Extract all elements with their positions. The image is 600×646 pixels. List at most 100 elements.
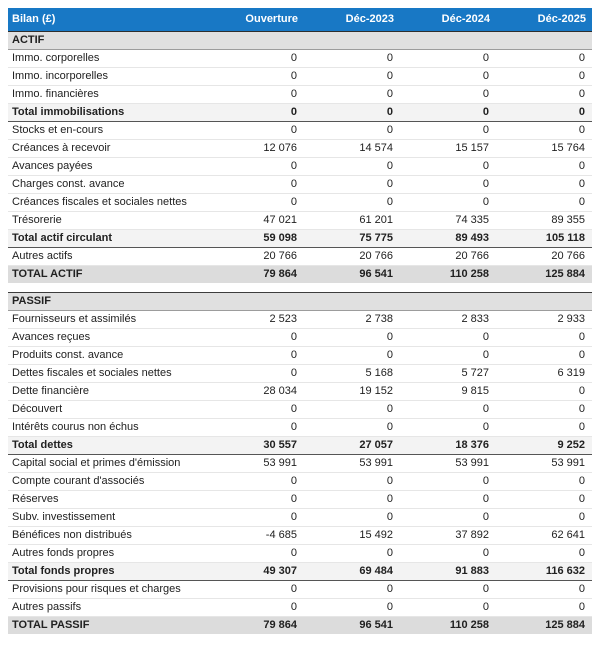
cell-value: 0 [400, 490, 496, 509]
cell-value: 0 [400, 175, 496, 194]
cell-value: 2 933 [496, 310, 592, 329]
table-row: Découvert 0 0 0 0 [8, 400, 592, 419]
section-title: ACTIF [8, 30, 592, 50]
cell-value: 5 727 [400, 364, 496, 383]
row-label: Total actif circulant [8, 228, 208, 248]
cell-value: 0 [304, 490, 400, 509]
column-header-period: Ouverture [208, 8, 304, 32]
table-row: Provisions pour risques et charges 0 0 0 0 [8, 580, 592, 599]
cell-value: 0 [400, 157, 496, 176]
table-row: Autres passifs 0 0 0 0 [8, 598, 592, 617]
cell-value: 15 157 [400, 139, 496, 158]
cell-value: 0 [400, 400, 496, 419]
cell-value: 96 541 [304, 615, 400, 634]
cell-value: 0 [496, 49, 592, 68]
cell-value: 0 [208, 102, 304, 122]
row-label: Trésorerie [8, 211, 208, 230]
row-label: TOTAL PASSIF [8, 615, 208, 634]
cell-value: 0 [496, 400, 592, 419]
row-label: Compte courant d'associés [8, 472, 208, 491]
row-label: Créances à recevoir [8, 139, 208, 158]
cell-value: 6 319 [496, 364, 592, 383]
cell-value: 20 766 [208, 247, 304, 266]
table-row: Intérêts courus non échus 0 0 0 0 [8, 418, 592, 437]
row-label: Avances reçues [8, 328, 208, 347]
cell-value: 47 021 [208, 211, 304, 230]
section-header-row: ACTIF [8, 30, 592, 50]
cell-value: 0 [208, 121, 304, 140]
table-row: Immo. incorporelles 0 0 0 0 [8, 67, 592, 86]
cell-value: 0 [400, 346, 496, 365]
row-label: Autres passifs [8, 598, 208, 617]
cell-value: 0 [304, 102, 400, 122]
table-row: Autres fonds propres 0 0 0 0 [8, 544, 592, 563]
cell-value: 0 [304, 121, 400, 140]
table-row: Avances reçues 0 0 0 0 [8, 328, 592, 347]
cell-value: 0 [496, 346, 592, 365]
row-label: Provisions pour risques et charges [8, 580, 208, 599]
section-header-row: PASSIF [8, 291, 592, 311]
table-row: Bénéfices non distribués -4 685 15 492 37 8… [8, 526, 592, 545]
row-label: Avances payées [8, 157, 208, 176]
cell-value: 0 [400, 544, 496, 563]
cell-value: 69 484 [304, 561, 400, 581]
cell-value: 0 [208, 364, 304, 383]
cell-value: 0 [400, 67, 496, 86]
cell-value: 79 864 [208, 615, 304, 634]
table-row: Avances payées 0 0 0 0 [8, 157, 592, 176]
grand-total-row: TOTAL PASSIF 79 864 96 541 110 258 125 884 [8, 615, 592, 634]
table-row: Créances fiscales et sociales nettes 0 0 0 0 [8, 193, 592, 212]
cell-value: 53 991 [400, 454, 496, 473]
cell-value: 0 [304, 175, 400, 194]
cell-value: 28 034 [208, 382, 304, 401]
cell-value: 37 892 [400, 526, 496, 545]
cell-value: 14 574 [304, 139, 400, 158]
section-gap-spacer [8, 283, 592, 292]
cell-value: 0 [208, 544, 304, 563]
cell-value: 89 493 [400, 228, 496, 248]
column-header-period: Déc-2023 [304, 8, 400, 32]
cell-value: 2 738 [304, 310, 400, 329]
table-row: Capital social et primes d'émission 53 99… [8, 454, 592, 473]
row-label: Subv. investissement [8, 508, 208, 527]
cell-value: 0 [400, 102, 496, 122]
cell-value: 0 [496, 85, 592, 104]
cell-value: 0 [304, 544, 400, 563]
cell-value: 0 [496, 472, 592, 491]
cell-value: 75 775 [304, 228, 400, 248]
row-label: Créances fiscales et sociales nettes [8, 193, 208, 212]
table-row: Autres actifs 20 766 20 766 20 766 20 766 [8, 247, 592, 266]
cell-value: 0 [400, 85, 496, 104]
grand-total-row: TOTAL ACTIF 79 864 96 541 110 258 125 884 [8, 264, 592, 283]
cell-value: 19 152 [304, 382, 400, 401]
row-label: Autres fonds propres [8, 544, 208, 563]
cell-value: 0 [304, 193, 400, 212]
cell-value: 79 864 [208, 264, 304, 283]
row-label: Immo. incorporelles [8, 67, 208, 86]
cell-value: 0 [304, 328, 400, 347]
table-row: Produits const. avance 0 0 0 0 [8, 346, 592, 365]
column-header-bilan: Bilan (£) [8, 8, 208, 32]
cell-value: 0 [208, 598, 304, 617]
cell-value: 0 [496, 121, 592, 140]
row-label: Dettes fiscales et sociales nettes [8, 364, 208, 383]
header-row: Bilan (£) Ouverture Déc-2023 Déc-2024 Déc-2… [8, 8, 592, 32]
cell-value: 0 [208, 157, 304, 176]
cell-value: 0 [496, 490, 592, 509]
cell-value: 15 764 [496, 139, 592, 158]
cell-value: 0 [400, 508, 496, 527]
cell-value: 18 376 [400, 435, 496, 455]
column-header-period: Déc-2024 [400, 8, 496, 32]
cell-value: 49 307 [208, 561, 304, 581]
row-label: Dette financière [8, 382, 208, 401]
cell-value: 0 [304, 49, 400, 68]
cell-value: 27 057 [304, 435, 400, 455]
cell-value: 15 492 [304, 526, 400, 545]
row-label: Charges const. avance [8, 175, 208, 194]
cell-value: 0 [496, 580, 592, 599]
table-row: Subv. investissement 0 0 0 0 [8, 508, 592, 527]
cell-value: 0 [304, 598, 400, 617]
cell-value: 0 [496, 508, 592, 527]
cell-value: 0 [400, 49, 496, 68]
cell-value: 125 884 [496, 615, 592, 634]
